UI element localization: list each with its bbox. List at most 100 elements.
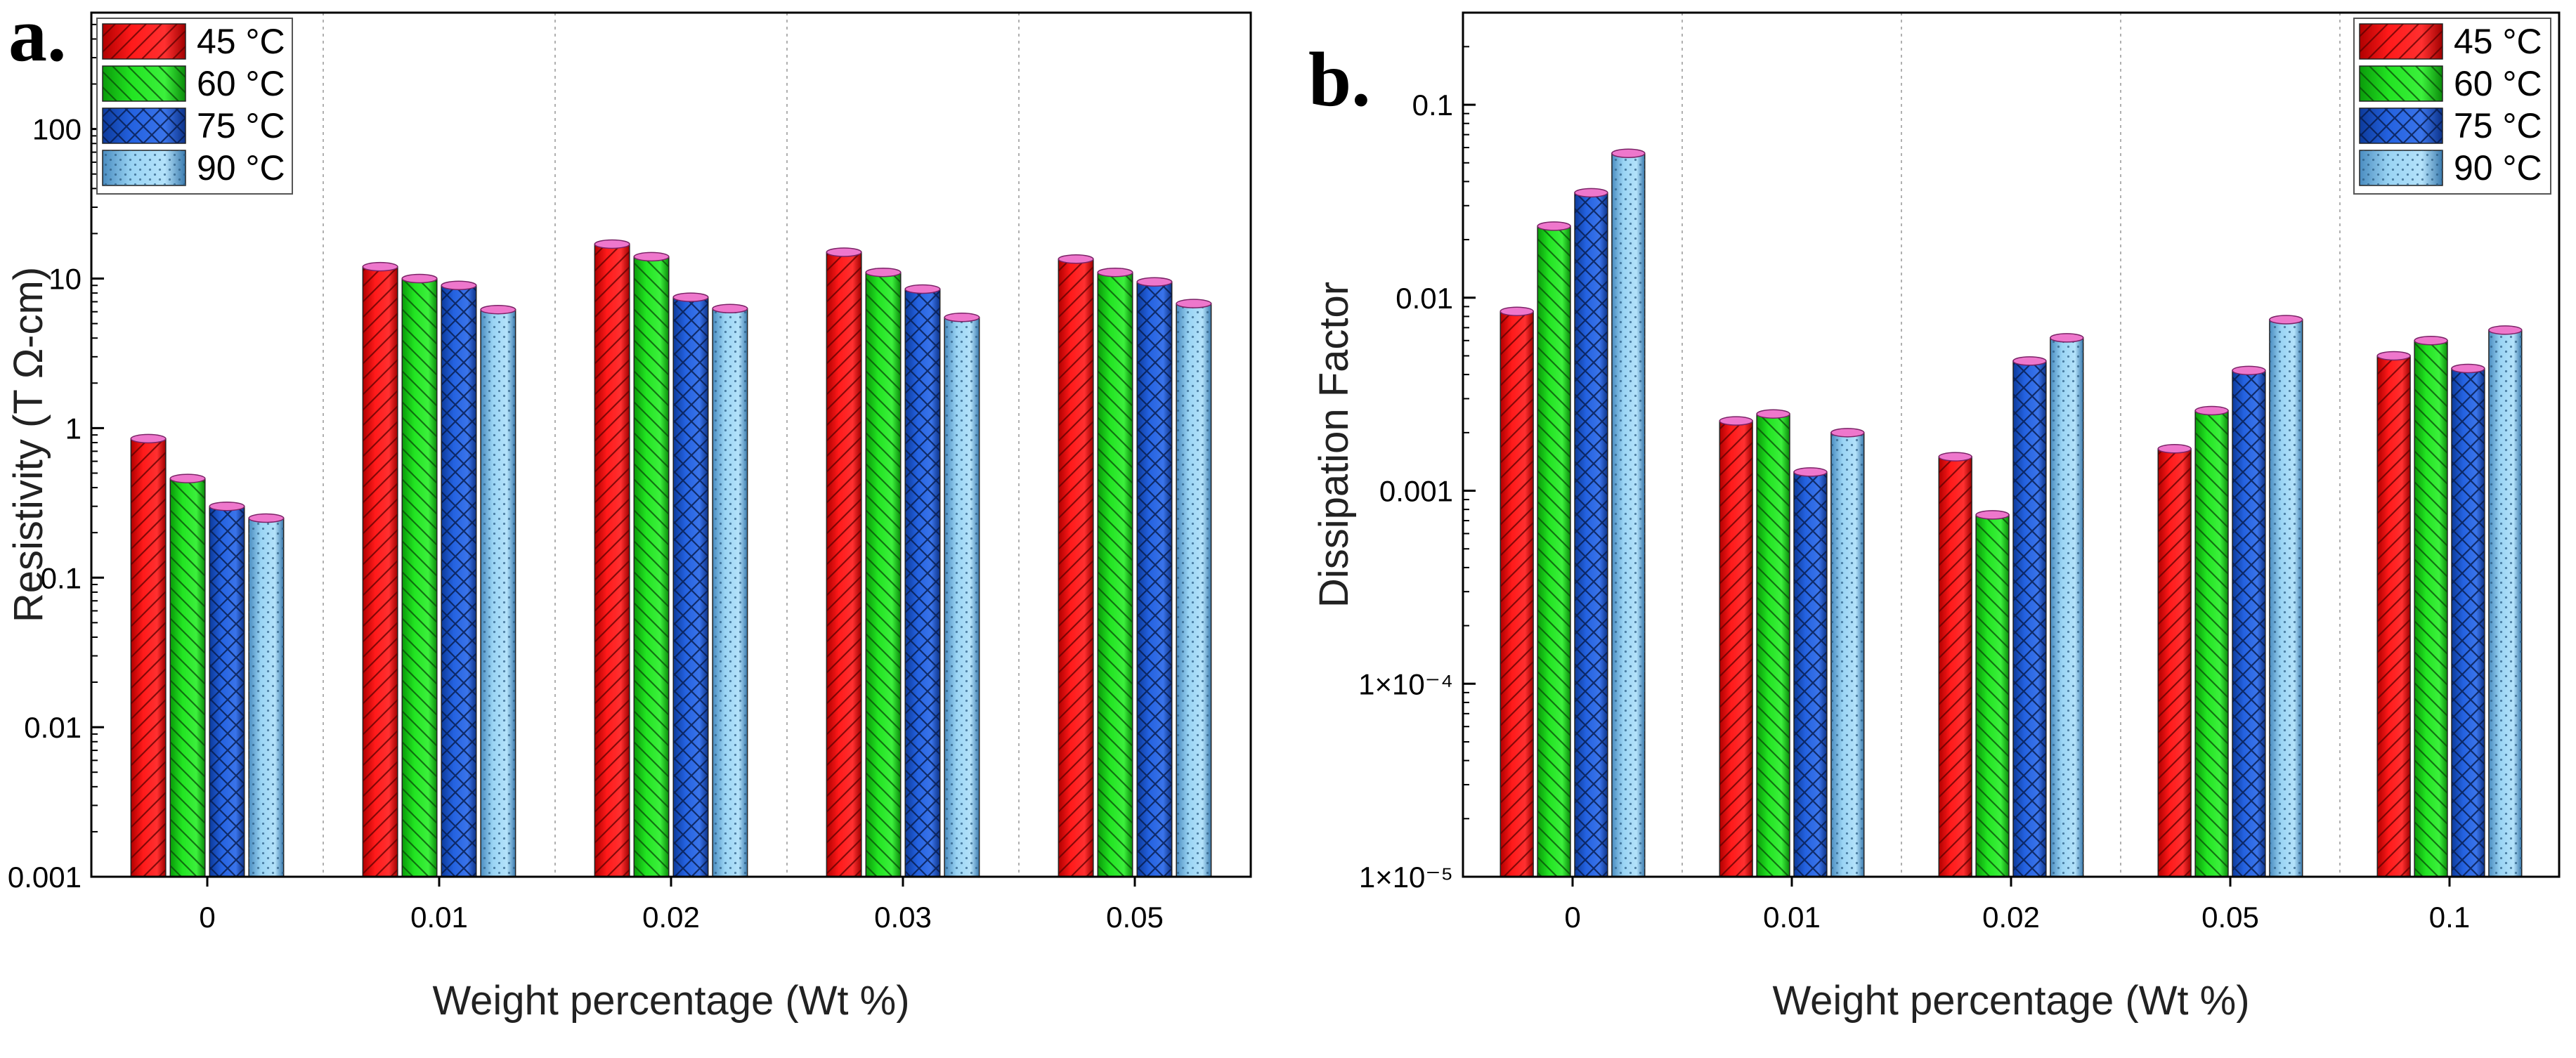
panel-b-error-cap [1756,409,1790,419]
panel-b-error-cap [1938,452,1972,462]
panel-b-error-cap [1793,467,1828,477]
panel-b-bar-pattern [2488,329,2522,877]
panel-a-bar [944,313,980,877]
panel-a-bar-pattern [1098,272,1133,877]
panel-b-bar [2451,363,2485,877]
panel-b-bar-pattern [1611,153,1645,877]
panel-a-legend-label: 75 °C [197,106,285,145]
panel-a-legend-item: 60 °C [102,64,285,103]
panel-b-bar-pattern [1939,457,1972,877]
panel-a-legend-swatch-pattern [103,24,186,59]
panel-b-bar-pattern [1794,471,1827,877]
panel-b-bar-pattern [2377,355,2411,877]
panel-a-bar [633,252,670,877]
panel-b-error-cap [1611,148,1646,159]
panel-b-bar-pattern [1500,311,1534,877]
panel-b-error-cap [2050,333,2084,343]
panel-b-bar [1537,221,1571,877]
panel-a-error-cap [865,267,902,277]
panel-b-bar-pattern [2195,410,2228,877]
panel-b-bar-pattern [1575,192,1608,877]
panel-a-error-cap [130,433,167,444]
panel-a-bar [712,303,748,877]
panel-a-x-tick-label: 0.01 [410,901,468,934]
panel-b-legend: 45 °C60 °C75 °C90 °C [2353,18,2551,195]
panel-b-y-axis: 1×10⁻⁵ 1×10⁻⁴ 0.001 0.01 0.1 [1358,46,1476,894]
panel-b-bar [2269,315,2303,877]
panel-a-bar [441,280,477,877]
panel-a-error-cap [672,292,709,302]
panel-a-bar [865,267,902,877]
panel-b-error-cap [2269,315,2303,325]
panel-b-y-axis-title: Dissipation Factor [1311,282,1357,608]
panel-b-error-cap [2414,336,2448,346]
panel-a-error-cap [209,501,245,511]
panel-a-legend-swatch-pattern [103,66,186,101]
panel-a-bar-pattern [944,317,980,877]
panel-b-bar [2012,356,2047,877]
panel-a-y-axis: 0.001 0.01 0.1 1 10 100 [8,23,104,894]
panel-b-legend-label: 45 °C [2454,22,2542,61]
panel-b-bar [2414,336,2448,877]
panel-a-x-tick-label: 0.03 [874,901,932,934]
panel-b-y-tick-label: 0.001 [1379,475,1453,508]
panel-b-bar [2050,333,2084,877]
panel-b-error-cap [2376,351,2411,361]
panel-b-error-cap [1537,221,1571,231]
panel-a-y-axis-title: Resistivity (T Ω-cm) [6,267,51,622]
panel-a-bar-pattern [713,308,748,877]
panel-b-bar-pattern [2232,370,2265,877]
panel-b-bar [1793,467,1828,877]
panel-a-y-tick-label: 0.01 [24,711,82,744]
panel-a-bar-pattern [594,244,630,877]
panel-b-bar-pattern [2013,360,2046,877]
panel-a-error-cap [401,273,438,284]
panel-a-bar-pattern [905,289,940,877]
panel-a-x-axis-title: Weight percentage (Wt %) [432,978,909,1024]
panel-a-legend-item: 75 °C [102,106,285,145]
panel-a-y-tick-label: 0.1 [41,561,82,594]
panel-b-bar [2194,405,2229,877]
panel-a-bar-pattern [363,266,398,877]
panel-b-legend-swatch-pattern [2360,150,2442,185]
panel-b-bar-pattern [2158,448,2192,877]
panel-a-error-cap [944,313,980,322]
panel-a-bar [672,292,709,877]
panel-b-error-cap [2157,444,2192,454]
panel-b-y-tick-label: 0.01 [1396,282,1453,315]
panel-b-x-tick-label: 0.05 [2201,901,2259,934]
panel-a-error-cap [904,284,941,294]
panel-b-legend-label: 60 °C [2454,64,2542,103]
panel-b-legend-item: 90 °C [2359,148,2542,188]
panel-b-error-cap [2488,325,2523,335]
panel-b-bar-pattern [1830,432,1864,877]
panel-b-bar-pattern [2050,337,2083,877]
panel-a-legend: 45 °C60 °C75 °C90 °C [96,18,293,195]
panel-a-bar-pattern [1176,303,1211,877]
panel-b-bar-pattern [1976,514,2009,877]
panel-b-bar [2376,351,2411,877]
panel-b-bar [1975,510,2010,877]
panel-a-error-cap [633,252,670,262]
panel-a-label: a. [8,0,67,77]
panel-b-y-tick-label: 1×10⁻⁵ [1359,861,1453,894]
panel-a-error-cap [1097,267,1133,277]
panel-b-legend-label: 90 °C [2454,148,2542,188]
panel-b-x-tick-label: 0.02 [1982,901,2040,934]
panel-b-error-cap [1975,510,2010,520]
panel-b-error-cap [1719,416,1753,426]
panel-b-bar [1719,416,1753,877]
panel-a-error-cap [712,303,748,313]
panel-b-error-cap [1830,428,1865,438]
panel-b-bar-pattern [2452,368,2485,877]
panel-a-bar [826,247,862,877]
panel-a-error-cap [594,239,630,249]
panel-a-bar [362,261,398,877]
panel-b-error-cap [2194,405,2229,416]
panel-b: b. 1×10⁻⁵ 1×10⁻⁴ 0.001 0.01 0.1 0 0.01 0.02 0.0… [1308,11,2561,1024]
panel-b-error-cap [2451,363,2485,374]
panel-a-legend-item: 90 °C [102,148,285,188]
panel-b-legend-item: 75 °C [2359,106,2542,145]
panel-b-label: b. [1308,37,1371,122]
